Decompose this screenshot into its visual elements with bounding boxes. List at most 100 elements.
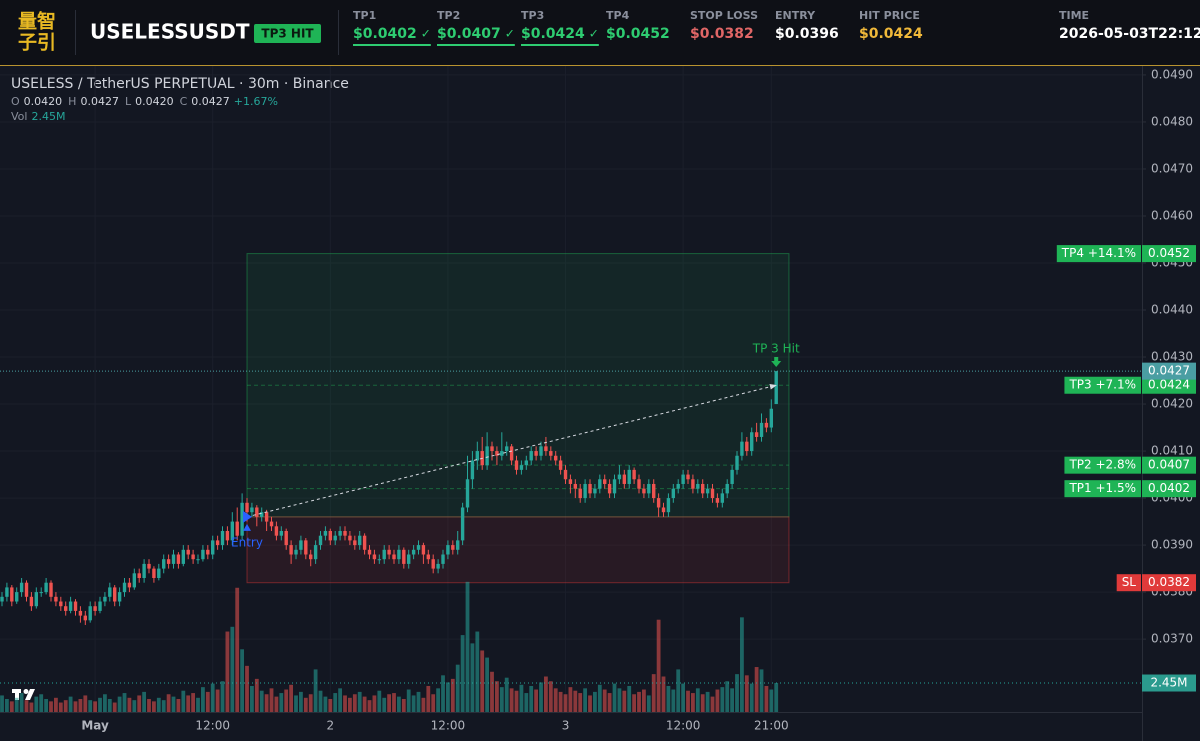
candle-body	[196, 559, 200, 561]
candle-body	[686, 474, 690, 480]
volume-bar	[107, 698, 112, 712]
candle-body	[691, 479, 695, 489]
field-value: $0.0407	[437, 26, 501, 42]
volume-bar	[0, 695, 4, 712]
volume-bar	[553, 688, 558, 712]
volume-bar	[220, 681, 225, 712]
volume-bar	[588, 695, 592, 712]
candle-body	[740, 441, 744, 456]
volume-bar	[725, 681, 730, 712]
volume-bar	[568, 687, 573, 712]
volume-bar	[78, 698, 83, 712]
candle-body	[490, 446, 494, 452]
candle-body	[142, 563, 146, 579]
candle-body	[705, 488, 710, 494]
price-tag-value: 0.0452	[1148, 246, 1190, 260]
volume-bar	[676, 669, 681, 712]
candle-body	[176, 554, 181, 564]
price-tag	[1142, 245, 1196, 263]
volume-bar	[171, 696, 176, 712]
x-tick-label: 12:00	[195, 719, 230, 733]
volume-bar	[103, 694, 107, 712]
volume-bar	[504, 677, 509, 712]
volume-bar	[406, 689, 411, 712]
price-tag-value: 0.0402	[1148, 481, 1190, 495]
volume-bar	[759, 669, 764, 712]
volume-bar	[519, 684, 524, 712]
volume-bar	[548, 681, 553, 712]
candle-body	[607, 483, 612, 494]
candle-body	[29, 596, 34, 607]
candle-body	[157, 568, 161, 579]
candle-body	[0, 596, 4, 602]
tag-label: TP1 +1.5%	[1068, 481, 1136, 495]
entry-label: Entry	[231, 535, 263, 549]
volume-bar	[343, 695, 347, 712]
volume-bar	[691, 693, 695, 712]
candle-body	[186, 549, 190, 555]
volume-bar	[499, 687, 504, 712]
chart-title: USELESS / TetherUS PERPETUAL · 30m · Bin…	[11, 76, 349, 92]
ohlc-key: L	[125, 95, 132, 108]
volume-bar	[44, 698, 49, 712]
candle-body	[113, 587, 117, 602]
candle-body	[470, 460, 475, 480]
volume-bar	[661, 676, 666, 712]
volume-bar	[127, 697, 132, 712]
y-tick-label: 0.0370	[1151, 632, 1193, 646]
volume-bar	[705, 691, 710, 712]
candle-body	[323, 530, 328, 536]
volume-bar	[161, 700, 166, 712]
ohlc-value: 0.0427	[80, 95, 119, 108]
volume-bar	[539, 682, 543, 712]
x-tick-label: May	[81, 719, 109, 733]
candle-body	[235, 521, 239, 536]
candle-body	[563, 469, 568, 480]
candle-body	[495, 451, 499, 456]
candle-body	[519, 465, 524, 470]
volume-bar	[563, 694, 568, 712]
candle-body	[230, 521, 235, 541]
candle-body	[318, 535, 323, 546]
field-label: TP2	[437, 9, 460, 22]
volume-bar	[201, 687, 205, 712]
candle-body	[348, 535, 352, 541]
hit-label: TP 3 Hit	[752, 342, 800, 356]
volume-bar	[514, 690, 519, 712]
candle-body	[750, 432, 754, 452]
field-value: $0.0396	[775, 26, 839, 42]
candle-body	[632, 469, 636, 480]
volume-bar	[637, 691, 641, 712]
candle-body	[612, 479, 617, 494]
volume-bar	[303, 697, 308, 712]
field-label: ENTRY	[775, 9, 816, 22]
volume-bar	[205, 691, 210, 712]
field-value: $0.0424	[859, 26, 923, 42]
volume-bar	[720, 687, 725, 712]
candle-body	[372, 554, 377, 560]
candle-body	[671, 488, 676, 499]
candle-body	[103, 596, 107, 602]
candle-body	[725, 483, 729, 494]
volume-bar	[769, 689, 774, 712]
volume-bar	[235, 587, 240, 712]
candle-body	[661, 507, 666, 513]
volume-bar	[24, 700, 29, 712]
volume-bar	[382, 697, 387, 712]
candle-body	[441, 554, 445, 564]
volume-bar	[651, 674, 656, 712]
candle-body	[446, 545, 450, 555]
volume-bar	[259, 690, 264, 712]
volume-bar	[215, 689, 220, 712]
candle-body	[578, 488, 582, 499]
volume-bar	[352, 694, 357, 712]
volume-bar	[431, 694, 436, 712]
candle-body	[583, 483, 587, 499]
candle-body	[402, 549, 406, 564]
volume-bar	[495, 681, 499, 712]
tag-label-box	[1064, 480, 1141, 498]
candle-body	[166, 559, 171, 564]
field-value: $0.0402	[353, 26, 417, 42]
candle-body	[255, 507, 259, 517]
